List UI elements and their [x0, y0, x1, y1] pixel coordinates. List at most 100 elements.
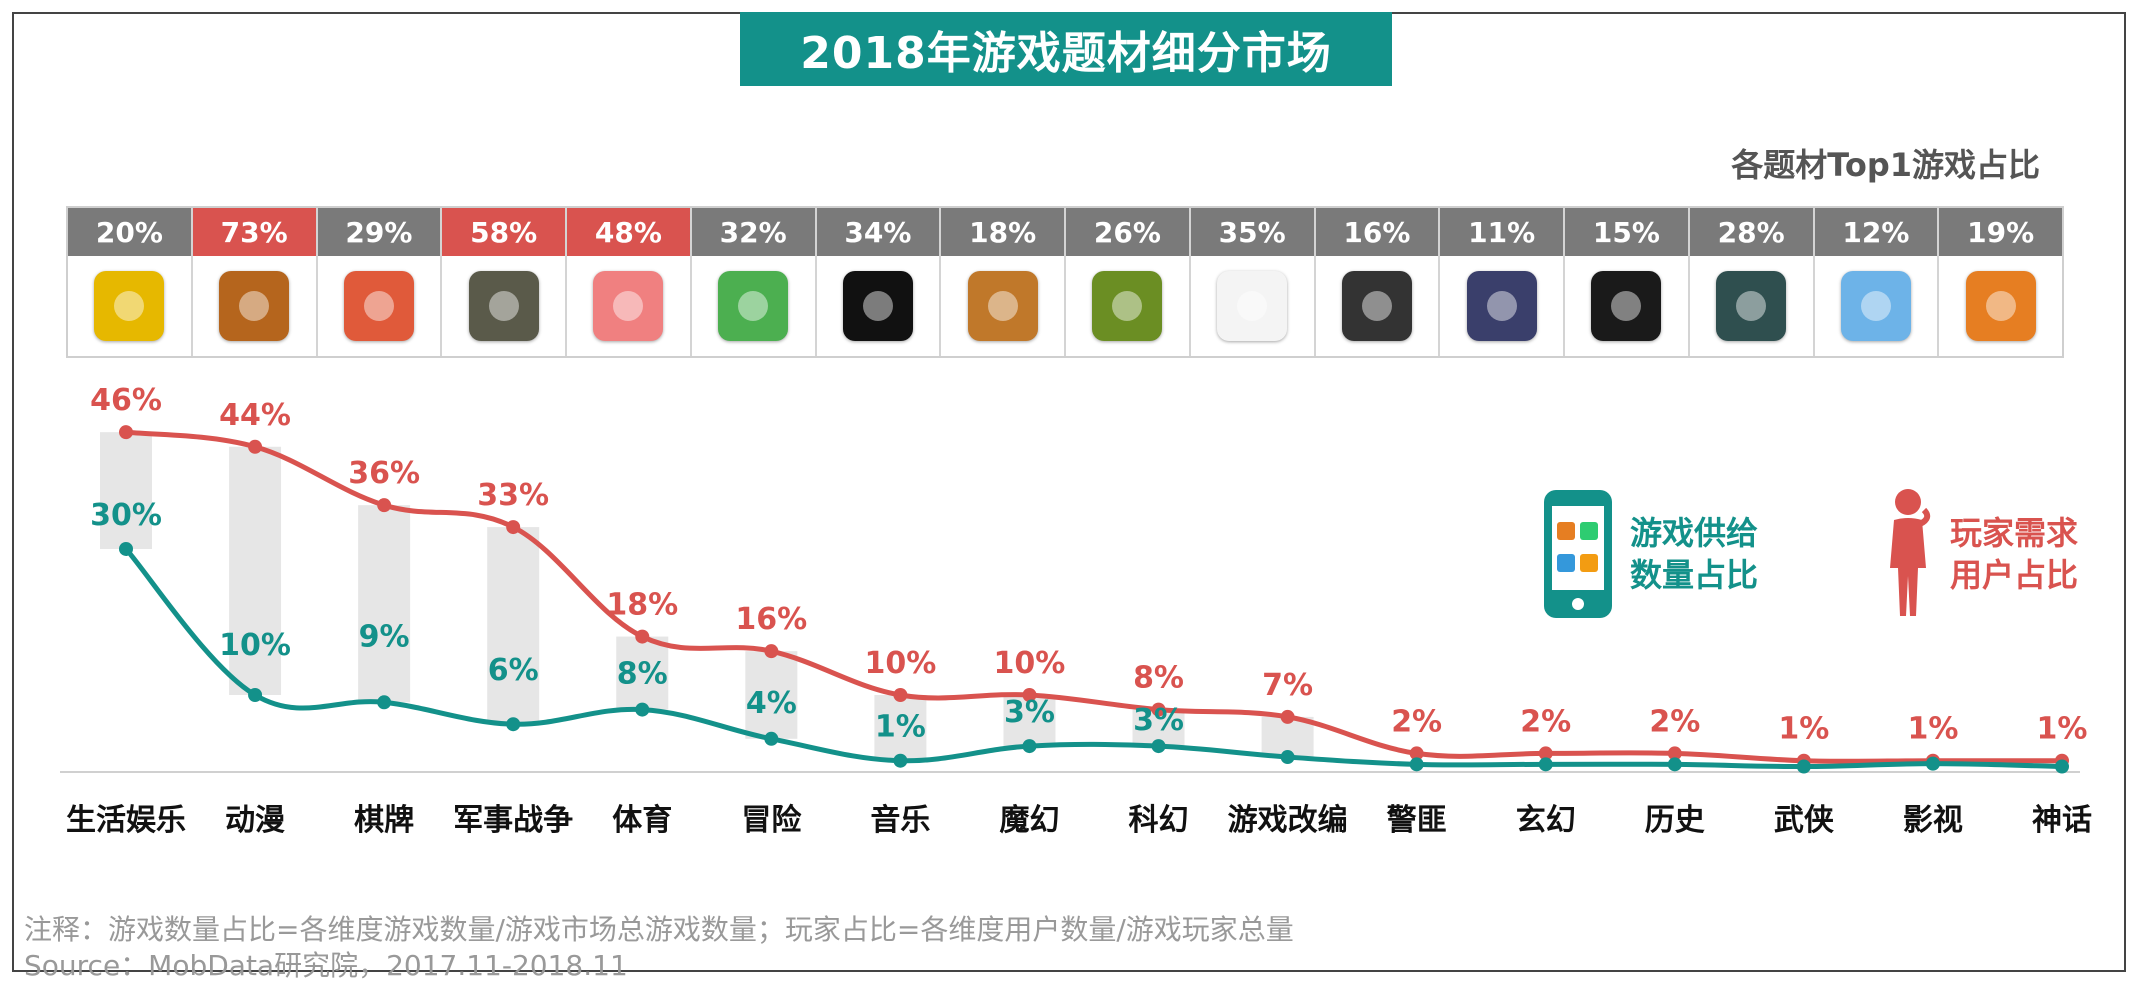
top1-percent: 12% — [1814, 208, 1938, 256]
top1-percent: 48% — [567, 208, 690, 256]
top1-cell: 11% — [1440, 208, 1565, 356]
supply-point — [1151, 739, 1166, 754]
category-label: 科幻 — [1129, 803, 1189, 838]
clash-barbarian-icon — [967, 271, 1038, 341]
top1-cell: 29% — [317, 208, 443, 356]
top1-cell: 15% — [1565, 208, 1690, 356]
card-game-character-icon — [343, 271, 414, 341]
demand-data-label: 7% — [1262, 668, 1313, 703]
demand-point — [377, 498, 392, 513]
top1-cell: 32% — [691, 208, 817, 356]
top1-percent: 34% — [816, 208, 940, 256]
demand-point — [764, 644, 779, 659]
demand-data-label: 44% — [219, 398, 291, 433]
top1-cell: 48% — [567, 208, 692, 356]
supply-data-label: 30% — [90, 498, 162, 533]
top1-table: 20% 73% 29% 58% 48% 32% 34% 18% 26% 35% 16% 11% 15% 2… — [66, 206, 2064, 358]
top1-percent: 32% — [691, 208, 815, 256]
smartphone-icon — [1544, 490, 1612, 618]
top1-subtitle: 各题材Top1游戏占比 — [1731, 146, 2040, 184]
demand-data-label: 46% — [90, 383, 162, 418]
top1-cell: 34% — [816, 208, 942, 356]
legend-supply: 游戏供给 数量占比 — [1540, 488, 1758, 620]
supply-point — [2055, 759, 2069, 774]
demand-point — [1280, 709, 1295, 724]
top1-cell: 20% — [68, 208, 193, 356]
battle-royale-soldier-icon — [468, 271, 539, 341]
footnote: 注释：游戏数量占比=各维度游戏数量/游戏市场总游戏数量；玩家占比=各维度用户数量… — [24, 912, 1294, 984]
category-label: 冒险 — [741, 803, 802, 838]
grand-theft-auto-icon — [1341, 271, 1412, 341]
top1-cell: 35% — [1190, 208, 1316, 356]
hero-warrior-game-icon — [219, 271, 290, 341]
plants-zombies-icon — [1092, 271, 1163, 341]
demand-data-label: 2% — [1391, 704, 1442, 739]
category-label: 生活娱乐 — [66, 803, 186, 838]
supply-data-label: 4% — [746, 686, 797, 721]
top1-percent: 35% — [1190, 208, 1314, 256]
myth-monkey-icon — [1965, 271, 2036, 341]
supply-point — [119, 541, 133, 556]
demand-data-label: 36% — [348, 456, 420, 491]
demand-data-label: 18% — [606, 588, 678, 623]
demand-data-label: 8% — [1133, 661, 1184, 696]
top1-percent: 18% — [941, 208, 1064, 256]
demand-point — [1538, 746, 1553, 761]
top1-percent: 58% — [442, 208, 565, 256]
gap-bar — [745, 651, 798, 739]
legend-supply-line2: 数量占比 — [1630, 556, 1759, 594]
top1-cell: 19% — [1939, 208, 2062, 356]
demand-line — [125, 429, 2062, 764]
gap-bar — [487, 527, 540, 725]
top1-cell: 58% — [442, 208, 567, 356]
source-line: Source：MobData研究院，2017.11-2018.11 — [24, 949, 628, 982]
top1-percent: 26% — [1066, 208, 1189, 256]
category-label: 军事战争 — [453, 803, 573, 838]
top1-percent: 73% — [192, 208, 316, 256]
category-label: 音乐 — [870, 803, 930, 838]
top1-percent: 15% — [1565, 208, 1688, 256]
demand-data-label: 1% — [1907, 712, 1958, 747]
top1-cell: 16% — [1315, 208, 1441, 356]
demand-point — [893, 687, 908, 702]
supply-point — [893, 753, 908, 768]
demand-point — [635, 629, 650, 644]
demand-data-label: 10% — [994, 646, 1066, 681]
category-label: 棋牌 — [354, 803, 414, 838]
supply-point — [506, 717, 521, 732]
demand-data-label: 1% — [2037, 712, 2088, 747]
supply-point — [1538, 757, 1553, 772]
zootopia-bunny-icon — [1840, 271, 1911, 341]
supply-data-label: 10% — [219, 628, 291, 663]
white-hair-hero-icon — [1466, 271, 1537, 341]
top1-cell: 18% — [941, 208, 1066, 356]
gap-bar — [1003, 694, 1056, 747]
supply-data-label: 3% — [1133, 703, 1184, 738]
supply-point — [764, 731, 779, 746]
demand-data-label: 2% — [1520, 704, 1571, 739]
supply-point — [377, 695, 392, 710]
supply-point — [635, 702, 650, 717]
supply-data-label: 8% — [617, 657, 668, 692]
sha-calligraphy-icon — [1591, 271, 1662, 341]
demand-data-label: 10% — [864, 646, 936, 681]
demand-point — [1022, 687, 1037, 702]
top1-percent: 20% — [68, 208, 191, 256]
supply-data-label: 9% — [359, 619, 410, 654]
block-adventure-icon — [718, 271, 789, 341]
wuxia-swordsman-icon — [1716, 271, 1787, 341]
note-line-1: 注释：游戏数量占比=各维度游戏数量/游戏市场总游戏数量；玩家占比=各维度用户数量… — [24, 913, 1294, 946]
page-title: 2018年游戏题材细分市场 — [740, 12, 1392, 86]
top1-percent: 11% — [1440, 208, 1563, 256]
category-label: 警匪 — [1387, 803, 1447, 838]
gap-bar — [358, 505, 411, 703]
supply-point — [248, 687, 263, 702]
sports-dance-girl-icon — [593, 271, 664, 341]
category-label: 动漫 — [225, 803, 285, 838]
top1-cell: 28% — [1689, 208, 1815, 356]
top1-percent: 19% — [1939, 208, 2062, 256]
category-label: 神话 — [2032, 803, 2092, 838]
cartoon-chick-game-icon — [94, 271, 165, 341]
demand-data-label: 2% — [1649, 704, 1700, 739]
supply-point — [1925, 756, 1940, 771]
